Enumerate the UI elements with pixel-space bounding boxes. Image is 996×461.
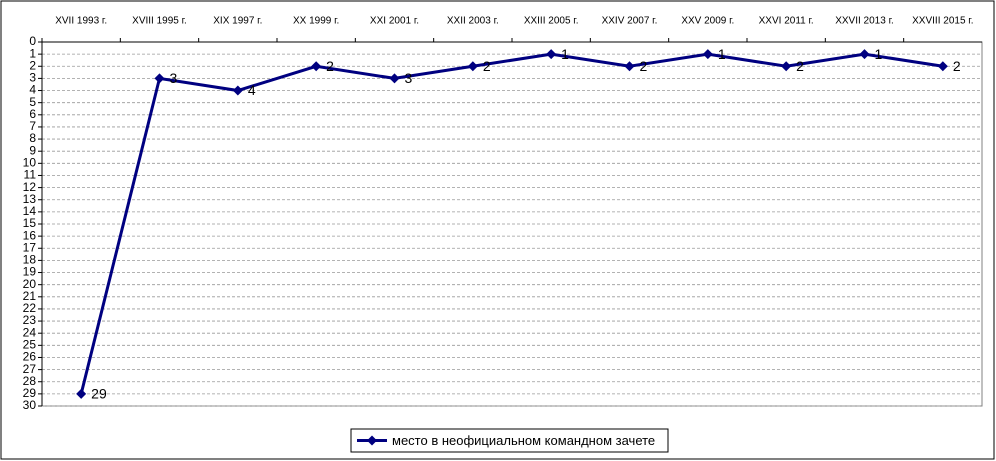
data-label: 2 [326,58,334,74]
y-tick-label: 19 [23,265,37,279]
data-label: 4 [248,82,256,98]
data-label: 1 [718,46,726,62]
y-tick-label: 26 [23,350,37,364]
legend: место в неофициальном командном зачете [350,428,669,453]
data-label: 1 [875,46,883,62]
y-tick-label: 5 [29,95,36,109]
y-tick-label: 13 [23,192,37,206]
data-label: 2 [640,58,648,74]
x-tick-label: XXVII 2013 г. [835,16,894,27]
y-tick-label: 21 [23,289,37,303]
data-label: 2 [953,58,961,74]
y-tick-label: 29 [23,386,37,400]
y-tick-label: 4 [29,83,36,97]
point-marker [781,61,792,72]
y-tick-label: 12 [23,180,37,194]
x-tick-label: XVIII 1995 г. [132,16,187,27]
point-marker [937,61,948,72]
y-tick-label: 6 [29,107,36,121]
point-marker [76,388,87,399]
y-tick-label: 3 [29,71,36,85]
data-label: 3 [405,70,413,86]
y-tick-label: 14 [23,204,37,218]
data-label: 1 [561,46,569,62]
point-marker [232,85,243,96]
x-tick-label: XXV 2009 г. [681,16,734,27]
x-tick-label: XXIV 2007 г. [602,16,658,27]
point-marker [702,49,713,60]
x-tick-label: XXIII 2005 г. [524,16,579,27]
x-tick-label: XX 1999 г. [293,16,339,27]
point-marker [389,73,400,84]
legend-box [350,428,669,453]
point-marker [467,61,478,72]
y-tick-label: 16 [23,228,37,242]
x-tick-label: XXVIII 2015 г. [912,16,973,27]
y-tick-label: 15 [23,216,37,230]
y-tick-label: 10 [23,156,37,170]
y-tick-label: 0 [29,34,36,48]
y-tick-label: 20 [23,277,37,291]
legend-label: место в неофициальном командном зачете [392,433,655,448]
y-tick-label: 17 [23,240,37,254]
y-tick-label: 7 [29,119,36,133]
y-tick-label: 24 [23,325,37,339]
data-label: 3 [170,70,178,86]
x-tick-label: XXI 2001 г. [370,16,419,27]
legend-marker [367,435,377,446]
point-marker [311,61,322,72]
y-tick-label: 9 [29,143,36,157]
data-label: 2 [796,58,804,74]
y-tick-label: 22 [23,301,37,315]
data-label: 2 [483,58,491,74]
point-marker [154,73,165,84]
y-tick-label: 11 [24,168,37,182]
y-tick-label: 30 [23,398,37,412]
data-label: 29 [91,386,107,402]
y-tick-label: 25 [23,338,37,352]
series-line [79,52,944,395]
point-marker [546,49,557,60]
point-marker [624,61,635,72]
y-tick-label: 23 [23,313,37,327]
x-tick-label: XIX 1997 г. [213,16,262,27]
y-tick-label: 28 [23,374,37,388]
point-marker [859,49,870,60]
x-tick-label: XXII 2003 г. [447,16,499,27]
x-tick-label: XXVI 2011 г. [759,16,814,27]
x-tick-label: XVII 1993 г. [55,16,107,27]
y-tick-label: 8 [29,131,36,145]
y-tick-label: 27 [23,362,37,376]
y-tick-label: 18 [23,253,37,267]
y-tick-label: 2 [29,58,36,72]
y-tick-label: 1 [29,46,36,60]
